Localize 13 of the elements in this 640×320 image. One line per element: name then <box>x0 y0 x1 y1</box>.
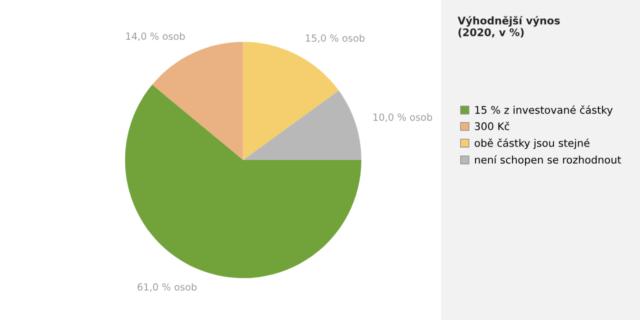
data-label: 10,0 % osob <box>373 113 432 122</box>
data-label: 15,0 % osob <box>306 34 365 43</box>
legend-label: není schopen se rozhodnout <box>475 155 622 166</box>
legend-label: obě částky jsou stejné <box>474 138 590 149</box>
pie-slice <box>243 42 339 160</box>
legend-label: 15 % z investované částky <box>475 105 613 116</box>
pie-slice <box>243 90 362 160</box>
data-label: 14,0 % osob <box>126 32 185 41</box>
pie-slice <box>152 42 244 160</box>
pie-slice <box>125 84 362 278</box>
legend-label: 300 Kč <box>474 122 510 130</box>
legend-title: Výhodnější výnos (2020, v %) <box>458 16 560 38</box>
data-label: 61,0 % osob <box>138 283 197 292</box>
